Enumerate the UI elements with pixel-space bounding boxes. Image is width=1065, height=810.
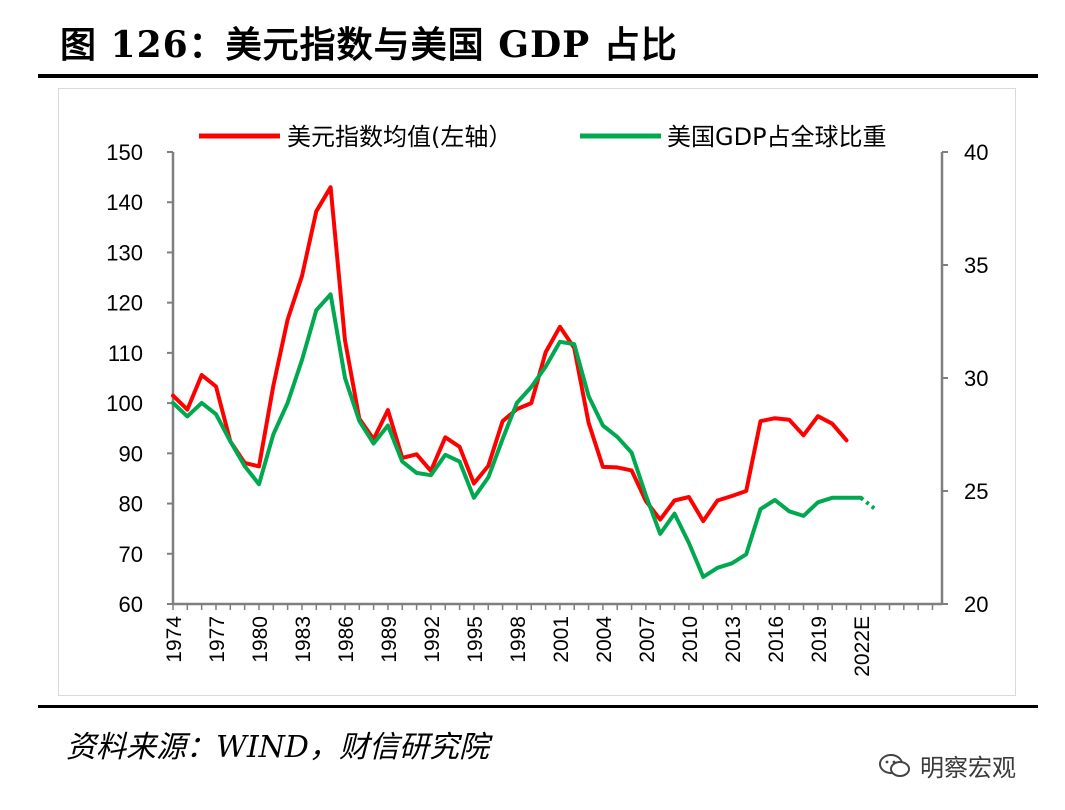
x-tick-label: 2001	[550, 616, 573, 663]
x-tick-label: 2016	[765, 616, 788, 663]
source-note: 资料来源：WIND，财信研究院	[66, 730, 489, 765]
right-tick-label: 25	[964, 479, 988, 504]
wechat-icon	[879, 753, 910, 777]
left-tick-label: 150	[106, 140, 143, 165]
x-tick-label: 1992	[421, 616, 444, 663]
x-tick-label: 1998	[507, 616, 530, 663]
x-tick-label: 1977	[206, 616, 229, 663]
left-tick-label: 90	[119, 441, 143, 466]
right-tick-label: 40	[964, 140, 988, 165]
series-line-dxy	[171, 185, 849, 524]
watermark-text: 明察宏观	[920, 754, 1016, 782]
x-tick-label: 1983	[292, 616, 315, 663]
x-tick-label: 1980	[249, 616, 272, 663]
left-tick-label: 130	[106, 240, 143, 265]
legend-label-dxy: 美元指数均值(左轴）	[287, 123, 512, 151]
x-tick-label: 1989	[378, 616, 401, 663]
series-line-gdp-share	[171, 292, 863, 579]
x-tick-label: 2004	[593, 616, 616, 663]
chart-legend: 美元指数均值(左轴） 美国GDP占全球比重	[199, 123, 887, 151]
x-tick-label: 1986	[335, 616, 358, 663]
x-tick-label: 1995	[464, 616, 487, 663]
right-tick-label: 35	[964, 253, 988, 278]
legend-label-gdp-share: 美国GDP占全球比重	[667, 123, 887, 151]
left-tick-label: 100	[106, 391, 143, 416]
left-tick-label: 140	[106, 190, 143, 215]
series-projection-gdp-share	[859, 496, 877, 511]
x-tick-label: 2019	[808, 616, 831, 663]
left-tick-label: 70	[119, 542, 143, 567]
left-tick-label: 60	[119, 592, 143, 617]
axes-layer: 60 70 80 90 100 110 120 130 140 150 20 25 30 35 40 1974…	[106, 140, 988, 677]
page-title: 图 126：美元指数与美国 GDP 占比	[60, 24, 678, 66]
chart-svg: 60 70 80 90 100 110 120 130 140 150 20 25 30 35 40 1974…	[106, 123, 988, 677]
x-tick-label: 2007	[636, 616, 659, 663]
title-divider	[38, 74, 1038, 78]
x-tick-label: 2022E	[851, 616, 874, 677]
left-tick-label: 110	[108, 341, 143, 366]
chart-frame	[58, 88, 1016, 696]
x-tick-label: 2010	[679, 616, 702, 663]
source-divider	[38, 705, 1038, 708]
x-tick-label: 2013	[722, 616, 745, 663]
left-tick-label: 80	[119, 492, 143, 517]
x-tick-label: 1974	[163, 616, 186, 663]
right-tick-label: 30	[964, 366, 988, 391]
right-tick-label: 20	[964, 592, 988, 617]
series-layer	[171, 185, 877, 579]
watermark: 明察宏观	[878, 748, 1016, 783]
left-tick-label: 120	[106, 291, 143, 316]
